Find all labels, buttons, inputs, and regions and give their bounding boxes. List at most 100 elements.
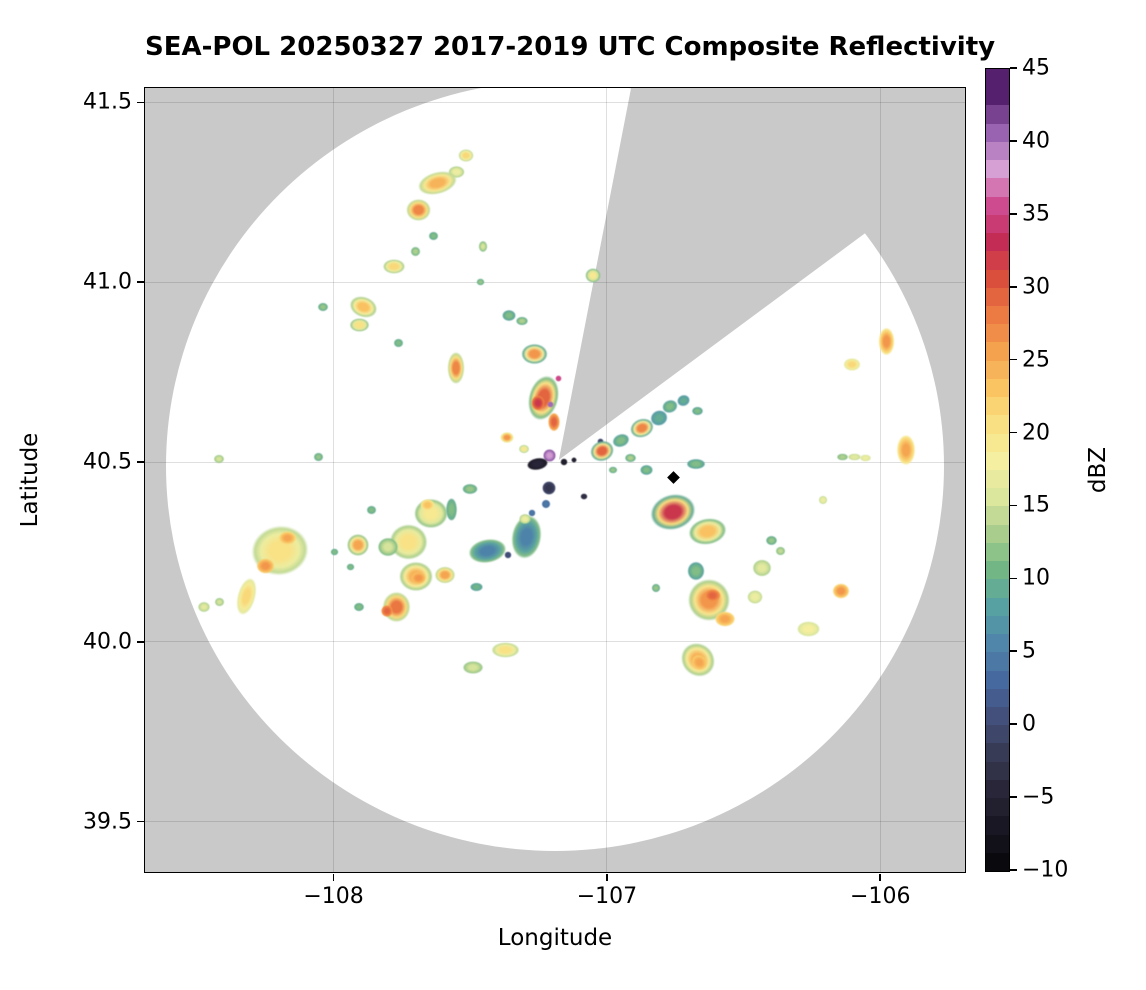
colorbar-segment [986,342,1009,362]
x-tick-label: −107 [576,884,638,909]
echo-blob [831,581,852,600]
colorbar-segment [986,251,1009,270]
y-axis-label: Latitude [17,432,43,528]
colorbar-segment [986,378,1009,398]
colorbar-segment [986,269,1009,289]
echo-blob [460,482,479,496]
echo-blob [503,550,512,559]
echo-blob [365,505,378,515]
colorbar-tick-mark [1010,67,1017,69]
echo-blob [712,609,738,628]
echo-blob [475,278,486,287]
colorbar-tick-mark [1010,577,1017,580]
colorbar-tick-label: 35 [1022,201,1050,227]
echo-blob [277,529,299,547]
colorbar-tick-mark [1010,504,1017,507]
colorbar-segment [986,561,1009,580]
echo-blob [842,356,863,372]
echo-blob [764,535,778,547]
colorbar-segment [986,688,1009,708]
y-tick-mark [137,101,144,104]
echo-blob [555,375,563,383]
echo-blob [514,315,529,327]
echo-blob [499,430,515,444]
colorbar-segment [986,87,1009,106]
colorbar-segment [986,597,1009,617]
colorbar-segment [986,634,1009,653]
echo-blob [410,570,427,585]
colorbar-segment [986,761,1009,781]
echo-blob [607,465,619,475]
colorbar-segment [986,542,1009,562]
colorbar-segment [986,141,1009,161]
echo-blob [541,499,551,509]
echo-blob [345,562,356,572]
gridline-vertical [606,88,608,872]
plot-area [145,88,965,872]
colorbar-segment [986,779,1009,799]
colorbar-tick-mark [1010,358,1017,361]
colorbar-segment [986,834,1009,854]
colorbar-tick-mark [1010,140,1017,142]
echo-blob [624,452,638,464]
colorbar-tick-label: 40 [1022,128,1050,154]
echo-blob [876,324,896,358]
echo-blob [352,601,365,613]
x-axis-label: Longitude [497,925,613,951]
x-tick-mark [332,874,335,881]
colorbar-segment [986,524,1009,544]
colorbar-segment [986,743,1009,763]
y-tick-label: 40.5 [83,449,132,475]
gridline-horizontal [145,641,965,643]
echo-blob [519,342,551,366]
echo-blob [690,405,704,417]
echo-blob [489,640,523,659]
colorbar-segment [986,415,1009,435]
colorbar-segment [986,488,1009,507]
echo-blob [445,349,466,388]
echo-blob [547,400,555,408]
y-tick-label: 39.5 [83,809,132,835]
colorbar-tick-label: −10 [1022,857,1069,883]
y-tick-label: 41.0 [83,269,132,295]
echo-blob [457,147,475,163]
x-tick-mark [606,874,608,881]
echo-blob [213,453,226,465]
gridline-horizontal [145,281,965,283]
colorbar-segment [986,305,1009,325]
colorbar-segment [986,178,1009,198]
echo-blob [419,497,436,512]
colorbar-segment [986,287,1009,307]
colorbar-tick-label: 45 [1022,55,1050,81]
echo-blob [529,393,547,413]
colorbar-segment [986,105,1009,125]
echo-blob [639,464,655,476]
echo-blob [835,452,849,462]
colorbar-tick-mark [1010,650,1017,653]
echo-blob [774,546,786,556]
colorbar-segment [986,579,1009,599]
colorbar-tick-mark [1010,431,1017,434]
colorbar-tick-mark [1010,285,1017,288]
colorbar-tick-label: 25 [1022,347,1050,373]
y-tick-label: 41.5 [83,89,132,115]
echo-blob [517,512,532,525]
echo-blob [428,230,439,242]
colorbar-segment [986,670,1009,690]
echo-blob [517,444,530,454]
colorbar-tick-mark [1010,213,1017,215]
echo-blob [461,660,485,676]
colorbar-segment [986,214,1009,234]
echo-blob [750,557,774,578]
echo-blob [344,532,371,559]
x-tick-mark [879,874,882,881]
echo-blob [895,432,918,468]
gridline-horizontal [145,821,965,823]
gridline-horizontal [145,101,965,103]
colorbar-segment [986,324,1009,343]
colorbar-segment [986,397,1009,416]
y-tick-mark [137,461,144,463]
colorbar-tick-label: −5 [1022,784,1055,810]
chart-title: SEA-POL 20250327 2017-2019 UTC Composite… [145,32,996,62]
echo-blob [650,583,662,593]
